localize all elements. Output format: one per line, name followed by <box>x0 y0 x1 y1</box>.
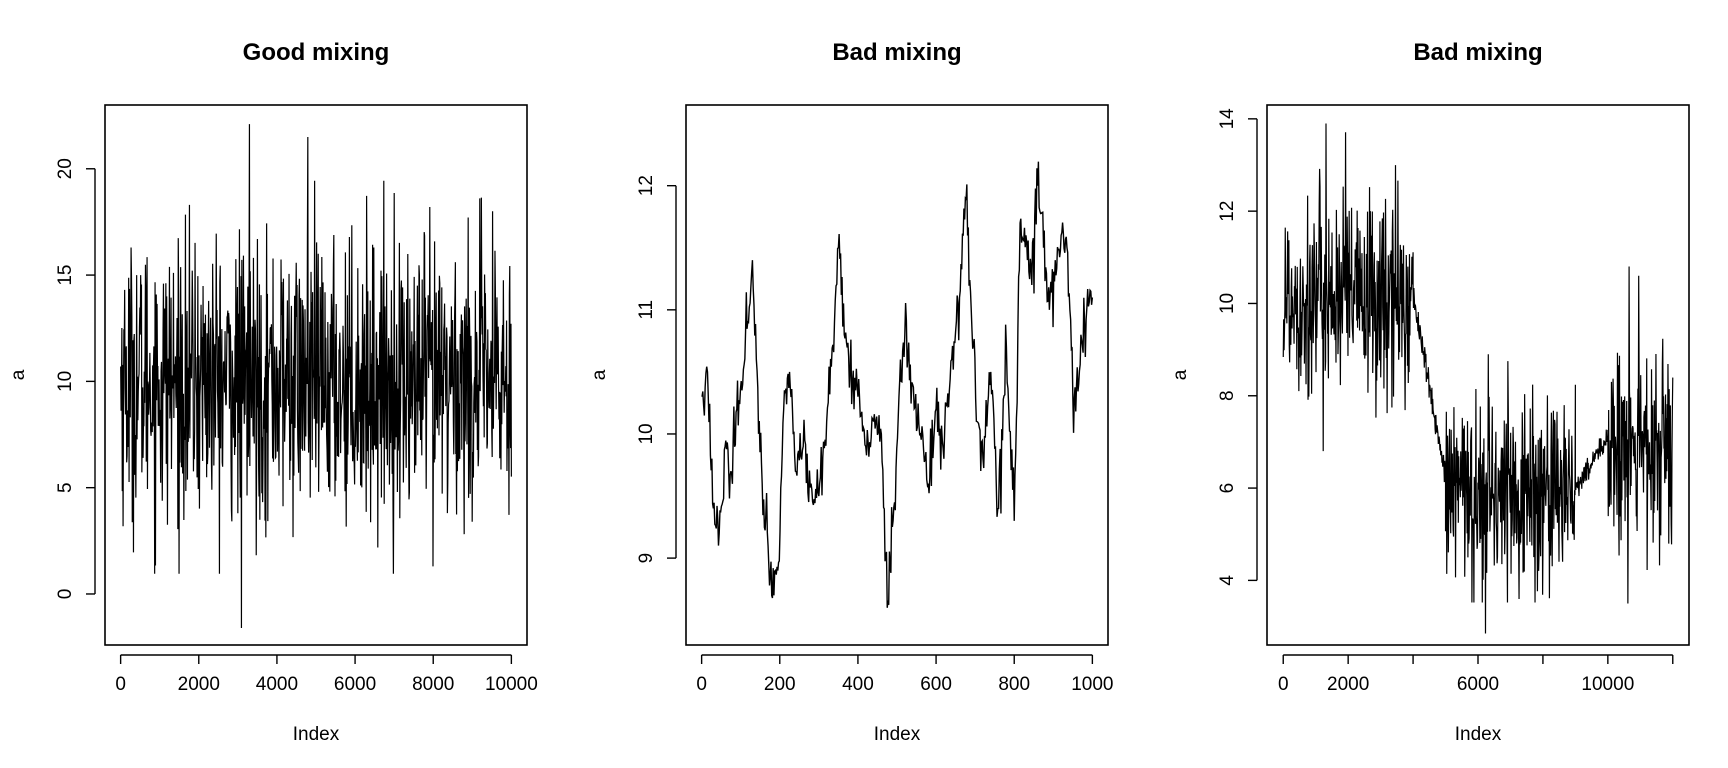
plot-frame <box>685 104 1109 646</box>
x-tick-label: 6000 <box>334 674 376 695</box>
x-axis-label: Index <box>1455 724 1502 745</box>
x-tick-label: 800 <box>998 674 1030 695</box>
plot-frame <box>104 104 528 646</box>
y-tick-label: 10 <box>636 423 657 444</box>
y-tick-label: 4 <box>1217 575 1238 586</box>
x-tick-label: 1000 <box>1071 674 1113 695</box>
chart-title: Good mixing <box>243 39 390 66</box>
plot-area <box>1282 123 1674 634</box>
x-tick-label: 10000 <box>485 674 538 695</box>
y-axis-label: a <box>589 369 610 380</box>
series-line <box>701 161 1094 608</box>
plot-frame <box>1266 104 1690 646</box>
x-tick-label: 0 <box>696 674 707 695</box>
y-tick-label: 15 <box>55 265 76 286</box>
chart-title: Bad mixing <box>1413 39 1542 66</box>
series-line <box>1282 123 1674 634</box>
y-axis: 9 10 11 12 <box>636 175 677 564</box>
y-tick-label: 5 <box>55 482 76 493</box>
y-tick-label: 10 <box>55 371 76 392</box>
x-axis-label: Index <box>293 724 340 745</box>
x-axis: 0 2000 4000 6000 8000 10000 <box>115 654 538 695</box>
y-tick-label: 12 <box>636 175 657 196</box>
panel-bad-mixing-1: Bad mixing 0 200 400 600 800 1000 9 10 11 12 Ind… <box>589 39 1114 745</box>
x-tick-label: 600 <box>920 674 952 695</box>
panel-bad-mixing-2: Bad mixing 0 2000 6000 10000 4 6 8 10 12 14 Inde… <box>1170 39 1690 745</box>
x-tick-label: 200 <box>764 674 796 695</box>
x-tick-label: 2000 <box>1327 674 1369 695</box>
y-tick-label: 9 <box>636 553 657 564</box>
y-tick-label: 20 <box>55 158 76 179</box>
x-tick-label: 400 <box>842 674 874 695</box>
plot-area <box>701 161 1094 608</box>
y-tick-label: 6 <box>1217 483 1238 494</box>
series-line <box>120 124 512 628</box>
x-axis: 0 2000 6000 10000 <box>1278 654 1674 695</box>
x-tick-label: 10000 <box>1581 674 1634 695</box>
plot-area <box>120 124 512 628</box>
x-axis-label: Index <box>874 724 921 745</box>
x-tick-label: 0 <box>1278 674 1289 695</box>
y-tick-label: 14 <box>1217 108 1238 130</box>
y-axis-label: a <box>8 369 29 380</box>
y-tick-label: 11 <box>636 300 657 320</box>
y-tick-label: 10 <box>1217 293 1238 314</box>
x-tick-label: 4000 <box>256 674 298 695</box>
y-axis: 0 5 10 15 20 <box>55 158 96 600</box>
x-tick-label: 2000 <box>178 674 220 695</box>
y-tick-label: 0 <box>55 589 76 600</box>
y-tick-label: 12 <box>1217 201 1238 222</box>
x-axis: 0 200 400 600 800 1000 <box>696 654 1114 695</box>
x-tick-label: 6000 <box>1457 674 1499 695</box>
x-tick-label: 0 <box>115 674 126 695</box>
x-tick-label: 8000 <box>412 674 454 695</box>
y-axis-label: a <box>1170 369 1191 380</box>
chart-title: Bad mixing <box>832 39 961 66</box>
panel-good-mixing: Good mixing 0 2000 4000 6000 8000 10000 0 5 10 1… <box>8 39 538 745</box>
y-axis: 4 6 8 10 12 14 <box>1217 108 1258 586</box>
y-tick-label: 8 <box>1217 390 1238 401</box>
